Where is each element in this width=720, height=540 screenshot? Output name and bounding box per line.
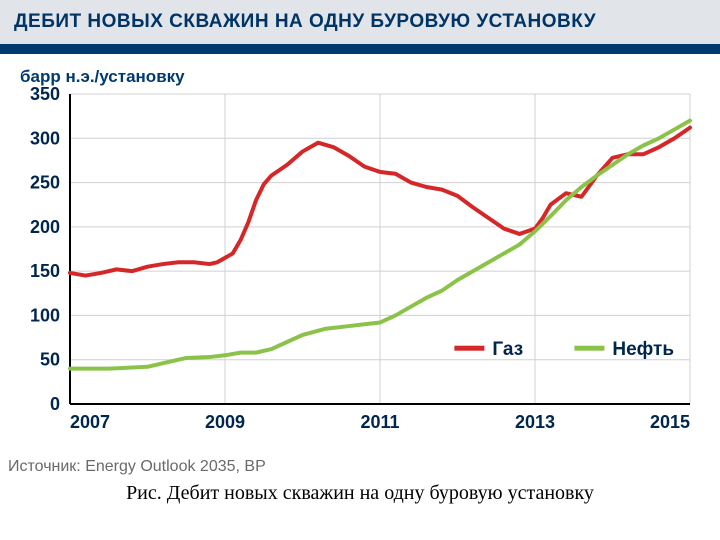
svg-text:2009: 2009 (205, 412, 245, 432)
svg-text:Газ: Газ (492, 339, 523, 360)
svg-text:150: 150 (30, 261, 60, 281)
header-underline (0, 44, 720, 54)
header-title: ДЕБИТ НОВЫХ СКВАЖИН НА ОДНУ БУРОВУЮ УСТА… (14, 11, 596, 33)
svg-text:2011: 2011 (360, 412, 399, 432)
figure-caption: Рис. Дебит новых скважин на одну буровую… (0, 476, 720, 505)
svg-text:200: 200 (30, 217, 60, 237)
line-chart: 0 50 100 150 200 250 300 350 2007 2009 2011 2013 201… (0, 54, 720, 454)
svg-text:100: 100 (30, 305, 60, 325)
svg-text:350: 350 (30, 84, 60, 104)
svg-text:50: 50 (40, 350, 60, 370)
svg-text:250: 250 (30, 173, 60, 193)
svg-text:2015: 2015 (650, 412, 690, 432)
svg-text:300: 300 (30, 128, 60, 148)
svg-text:барр н.э./установку: барр н.э./установку (20, 67, 185, 86)
svg-text:2013: 2013 (515, 412, 555, 432)
svg-text:2007: 2007 (70, 412, 110, 432)
source-line: Источник: Energy Outlook 2035, BP (0, 454, 720, 476)
header-bar: ДЕБИТ НОВЫХ СКВАЖИН НА ОДНУ БУРОВУЮ УСТА… (0, 0, 720, 44)
chart-area: 0 50 100 150 200 250 300 350 2007 2009 2011 2013 201… (0, 54, 720, 454)
svg-text:0: 0 (50, 394, 60, 414)
svg-text:Нефть: Нефть (612, 339, 674, 360)
